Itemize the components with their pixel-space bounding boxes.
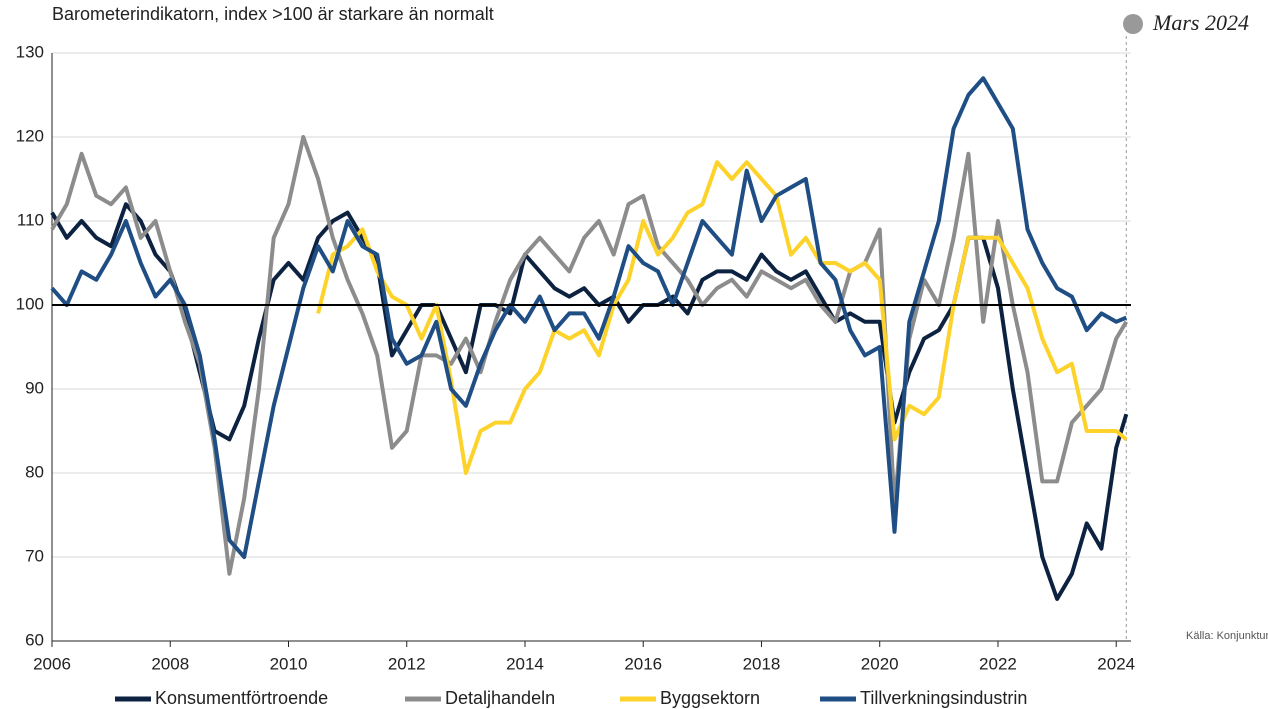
annotation: Mars 2024: [1152, 10, 1249, 35]
series-line: [316, 160, 1128, 475]
y-tick-label: 60: [25, 630, 44, 649]
x-tick-label: 2018: [743, 654, 781, 673]
series-line: [50, 202, 1129, 601]
y-tick-label: 130: [16, 42, 44, 61]
x-tick-label: 2010: [270, 654, 308, 673]
x-tick-label: 2022: [979, 654, 1017, 673]
x-tick-label: 2012: [388, 654, 426, 673]
legend-label: Byggsektorn: [660, 688, 760, 708]
x-tick-label: 2024: [1097, 654, 1135, 673]
y-tick-label: 100: [16, 294, 44, 313]
y-tick-label: 90: [25, 378, 44, 397]
source: Källa: Konjunkturinstitutet: [1186, 630, 1268, 642]
y-tick-label: 110: [17, 210, 44, 229]
chart-title: Barometerindikatorn, index >100 är stark…: [52, 4, 494, 24]
x-tick-label: 2006: [33, 654, 71, 673]
legend-label: Detaljhandeln: [445, 688, 555, 708]
y-tick-label: 80: [25, 462, 44, 481]
series-line: [50, 135, 1129, 576]
x-tick-label: 2020: [861, 654, 899, 673]
x-tick-label: 2016: [624, 654, 662, 673]
annotation-dot: [1123, 14, 1143, 34]
series-line: [50, 76, 1128, 559]
x-tick-label: 2008: [151, 654, 189, 673]
x-tick-label: 2014: [506, 654, 544, 673]
y-tick-label: 120: [16, 126, 44, 145]
y-tick-label: 70: [25, 546, 44, 565]
legend-label: Konsumentförtroende: [155, 688, 328, 708]
legend-label: Tillverkningsindustrin: [860, 688, 1027, 708]
